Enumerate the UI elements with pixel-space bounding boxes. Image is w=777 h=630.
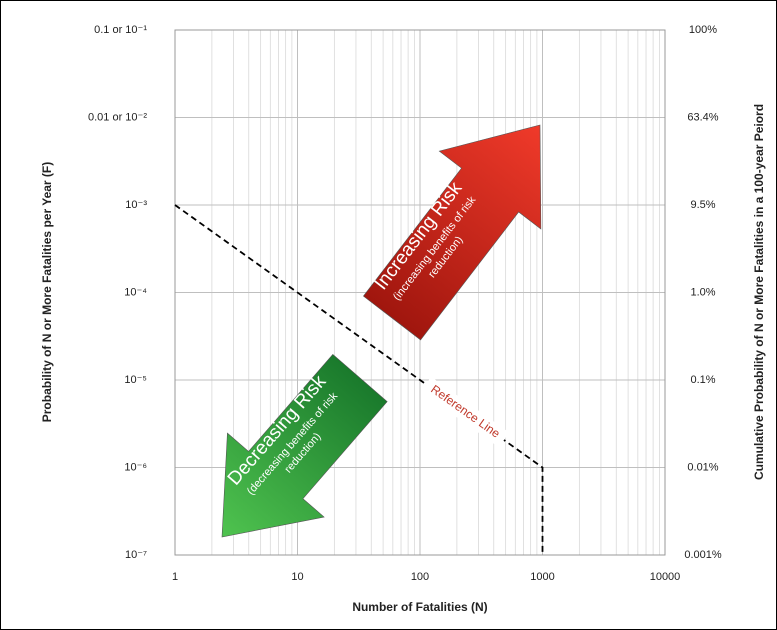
reference-label-bg [420, 376, 510, 448]
y-tick-label: 10⁻⁵ [124, 374, 147, 386]
increasing-arrow-shape [363, 124, 542, 341]
x-tick-label: 10 [291, 571, 303, 583]
y-tick-label: 0.1 or 10⁻¹ [94, 24, 147, 36]
y2-tick-label: 0.1% [690, 374, 715, 386]
y-tick-label: 10⁻³ [125, 199, 147, 211]
y2-tick-label: 0.01% [687, 461, 718, 473]
y2-tick-label: 9.5% [690, 199, 715, 211]
y2-tick-label: 1.0% [690, 286, 715, 298]
x-axis-title: Number of Fatalities (N) [352, 600, 487, 614]
plot-border [174, 29, 666, 556]
increasing-arrow [363, 124, 542, 341]
decreasing-arrow [221, 353, 388, 538]
y-tick-label: 10⁻⁴ [124, 286, 147, 298]
x-tick-label: 1000 [530, 571, 554, 583]
y-tick-label: 10⁻⁶ [124, 461, 147, 473]
y2-tick-label: 63.4% [687, 111, 718, 123]
x-tick-label: 10000 [650, 571, 681, 583]
y2-tick-label: 0.001% [684, 549, 722, 561]
decreasing-arrow-shape [221, 353, 388, 538]
reference-line [174, 204, 544, 555]
y2-tick-label: 100% [689, 24, 717, 36]
y-tick-label: 10⁻⁷ [125, 549, 147, 561]
y2-axis-title: Cumulative Probability of N or More Fata… [752, 104, 766, 480]
x-tick-label: 100 [411, 571, 429, 583]
x-tick-label: 1 [172, 571, 178, 583]
y-tick-label: 0.01 or 10⁻² [88, 111, 147, 123]
y-axis-title: Probability of N or More Fatalities per … [40, 162, 54, 423]
